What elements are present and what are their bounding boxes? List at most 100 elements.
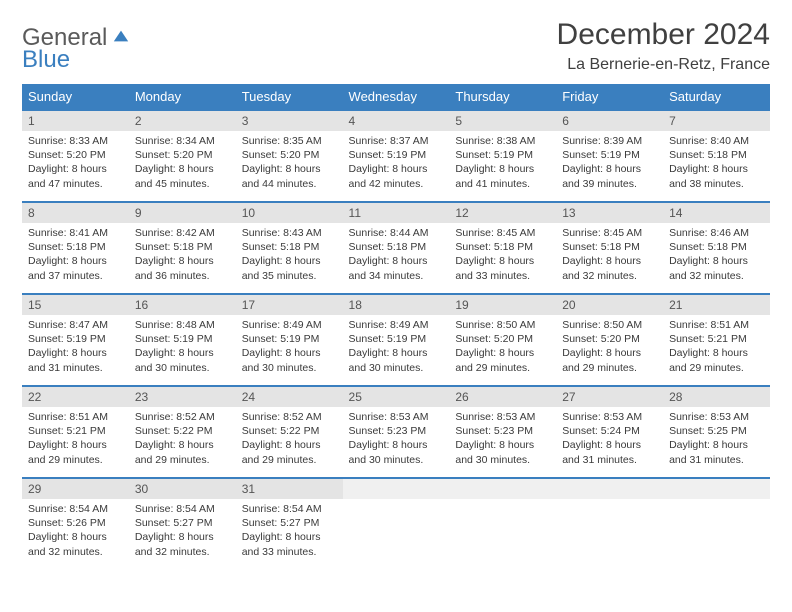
day-body: Sunrise: 8:53 AMSunset: 5:23 PMDaylight:… xyxy=(449,407,556,473)
calendar-cell: 11Sunrise: 8:44 AMSunset: 5:18 PMDayligh… xyxy=(343,202,450,294)
day-body: Sunrise: 8:38 AMSunset: 5:19 PMDaylight:… xyxy=(449,131,556,197)
calendar-cell: 18Sunrise: 8:49 AMSunset: 5:19 PMDayligh… xyxy=(343,294,450,386)
calendar-cell: 23Sunrise: 8:52 AMSunset: 5:22 PMDayligh… xyxy=(129,386,236,478)
weekday-header: Wednesday xyxy=(343,84,450,110)
day-body: Sunrise: 8:45 AMSunset: 5:18 PMDaylight:… xyxy=(556,223,663,289)
day-body: Sunrise: 8:35 AMSunset: 5:20 PMDaylight:… xyxy=(236,131,343,197)
day-number: 16 xyxy=(129,295,236,315)
day-body: Sunrise: 8:44 AMSunset: 5:18 PMDaylight:… xyxy=(343,223,450,289)
day-number: 8 xyxy=(22,203,129,223)
calendar-body: 1Sunrise: 8:33 AMSunset: 5:20 PMDaylight… xyxy=(22,110,770,570)
day-body: Sunrise: 8:50 AMSunset: 5:20 PMDaylight:… xyxy=(449,315,556,381)
calendar-cell: 17Sunrise: 8:49 AMSunset: 5:19 PMDayligh… xyxy=(236,294,343,386)
calendar-cell: 21Sunrise: 8:51 AMSunset: 5:21 PMDayligh… xyxy=(663,294,770,386)
calendar-row: 8Sunrise: 8:41 AMSunset: 5:18 PMDaylight… xyxy=(22,202,770,294)
calendar-cell: 20Sunrise: 8:50 AMSunset: 5:20 PMDayligh… xyxy=(556,294,663,386)
calendar-cell: 27Sunrise: 8:53 AMSunset: 5:24 PMDayligh… xyxy=(556,386,663,478)
weekday-header: Friday xyxy=(556,84,663,110)
calendar-cell: 28Sunrise: 8:53 AMSunset: 5:25 PMDayligh… xyxy=(663,386,770,478)
logo-blue: Blue xyxy=(22,48,130,72)
calendar-cell: 13Sunrise: 8:45 AMSunset: 5:18 PMDayligh… xyxy=(556,202,663,294)
calendar-cell: 10Sunrise: 8:43 AMSunset: 5:18 PMDayligh… xyxy=(236,202,343,294)
weekday-header: Thursday xyxy=(449,84,556,110)
logo: General Blue xyxy=(22,18,130,72)
weekday-header: Saturday xyxy=(663,84,770,110)
calendar-cell: 22Sunrise: 8:51 AMSunset: 5:21 PMDayligh… xyxy=(22,386,129,478)
day-number: 29 xyxy=(22,479,129,499)
calendar-row: 15Sunrise: 8:47 AMSunset: 5:19 PMDayligh… xyxy=(22,294,770,386)
day-body: Sunrise: 8:33 AMSunset: 5:20 PMDaylight:… xyxy=(22,131,129,197)
day-body: Sunrise: 8:52 AMSunset: 5:22 PMDaylight:… xyxy=(236,407,343,473)
location: La Bernerie-en-Retz, France xyxy=(557,56,770,74)
day-body: Sunrise: 8:34 AMSunset: 5:20 PMDaylight:… xyxy=(129,131,236,197)
day-number: 21 xyxy=(663,295,770,315)
day-number: 28 xyxy=(663,387,770,407)
day-number: 26 xyxy=(449,387,556,407)
day-number: 18 xyxy=(343,295,450,315)
day-number-empty xyxy=(343,479,450,499)
day-body: Sunrise: 8:52 AMSunset: 5:22 PMDaylight:… xyxy=(129,407,236,473)
logo-mark-icon xyxy=(112,27,130,45)
day-number: 12 xyxy=(449,203,556,223)
calendar-cell xyxy=(343,478,450,570)
calendar-cell: 2Sunrise: 8:34 AMSunset: 5:20 PMDaylight… xyxy=(129,110,236,202)
day-body: Sunrise: 8:47 AMSunset: 5:19 PMDaylight:… xyxy=(22,315,129,381)
day-number: 19 xyxy=(449,295,556,315)
day-body: Sunrise: 8:53 AMSunset: 5:24 PMDaylight:… xyxy=(556,407,663,473)
calendar-cell: 24Sunrise: 8:52 AMSunset: 5:22 PMDayligh… xyxy=(236,386,343,478)
calendar-cell xyxy=(449,478,556,570)
day-number: 10 xyxy=(236,203,343,223)
title-block: December 2024 La Bernerie-en-Retz, Franc… xyxy=(557,18,770,74)
header: General Blue December 2024 La Bernerie-e… xyxy=(22,18,770,74)
calendar-cell: 5Sunrise: 8:38 AMSunset: 5:19 PMDaylight… xyxy=(449,110,556,202)
calendar-cell: 29Sunrise: 8:54 AMSunset: 5:26 PMDayligh… xyxy=(22,478,129,570)
day-number: 17 xyxy=(236,295,343,315)
day-body: Sunrise: 8:51 AMSunset: 5:21 PMDaylight:… xyxy=(22,407,129,473)
calendar-cell: 31Sunrise: 8:54 AMSunset: 5:27 PMDayligh… xyxy=(236,478,343,570)
day-number-empty xyxy=(663,479,770,499)
day-body: Sunrise: 8:53 AMSunset: 5:23 PMDaylight:… xyxy=(343,407,450,473)
day-number-empty xyxy=(449,479,556,499)
calendar-table: SundayMondayTuesdayWednesdayThursdayFrid… xyxy=(22,84,770,570)
calendar-cell: 1Sunrise: 8:33 AMSunset: 5:20 PMDaylight… xyxy=(22,110,129,202)
day-body: Sunrise: 8:37 AMSunset: 5:19 PMDaylight:… xyxy=(343,131,450,197)
day-body: Sunrise: 8:54 AMSunset: 5:27 PMDaylight:… xyxy=(129,499,236,565)
day-body: Sunrise: 8:50 AMSunset: 5:20 PMDaylight:… xyxy=(556,315,663,381)
day-body: Sunrise: 8:54 AMSunset: 5:27 PMDaylight:… xyxy=(236,499,343,565)
calendar-cell: 7Sunrise: 8:40 AMSunset: 5:18 PMDaylight… xyxy=(663,110,770,202)
weekday-header: Monday xyxy=(129,84,236,110)
month-title: December 2024 xyxy=(557,18,770,52)
logo-text: General Blue xyxy=(22,26,130,72)
calendar-cell: 12Sunrise: 8:45 AMSunset: 5:18 PMDayligh… xyxy=(449,202,556,294)
calendar-row: 29Sunrise: 8:54 AMSunset: 5:26 PMDayligh… xyxy=(22,478,770,570)
day-body: Sunrise: 8:51 AMSunset: 5:21 PMDaylight:… xyxy=(663,315,770,381)
calendar-cell: 15Sunrise: 8:47 AMSunset: 5:19 PMDayligh… xyxy=(22,294,129,386)
calendar-cell xyxy=(663,478,770,570)
day-number: 2 xyxy=(129,111,236,131)
day-number: 6 xyxy=(556,111,663,131)
calendar-cell: 26Sunrise: 8:53 AMSunset: 5:23 PMDayligh… xyxy=(449,386,556,478)
weekday-header: Sunday xyxy=(22,84,129,110)
day-number: 7 xyxy=(663,111,770,131)
day-number: 27 xyxy=(556,387,663,407)
day-body: Sunrise: 8:53 AMSunset: 5:25 PMDaylight:… xyxy=(663,407,770,473)
day-body: Sunrise: 8:49 AMSunset: 5:19 PMDaylight:… xyxy=(343,315,450,381)
calendar-cell: 16Sunrise: 8:48 AMSunset: 5:19 PMDayligh… xyxy=(129,294,236,386)
day-body: Sunrise: 8:54 AMSunset: 5:26 PMDaylight:… xyxy=(22,499,129,565)
day-number-empty xyxy=(556,479,663,499)
day-number: 5 xyxy=(449,111,556,131)
calendar-cell: 30Sunrise: 8:54 AMSunset: 5:27 PMDayligh… xyxy=(129,478,236,570)
day-body: Sunrise: 8:48 AMSunset: 5:19 PMDaylight:… xyxy=(129,315,236,381)
day-body: Sunrise: 8:39 AMSunset: 5:19 PMDaylight:… xyxy=(556,131,663,197)
calendar-row: 22Sunrise: 8:51 AMSunset: 5:21 PMDayligh… xyxy=(22,386,770,478)
weekday-header: Tuesday xyxy=(236,84,343,110)
day-body: Sunrise: 8:43 AMSunset: 5:18 PMDaylight:… xyxy=(236,223,343,289)
day-number: 11 xyxy=(343,203,450,223)
day-number: 30 xyxy=(129,479,236,499)
day-number: 1 xyxy=(22,111,129,131)
day-number: 13 xyxy=(556,203,663,223)
day-number: 14 xyxy=(663,203,770,223)
calendar-head: SundayMondayTuesdayWednesdayThursdayFrid… xyxy=(22,84,770,110)
day-body: Sunrise: 8:46 AMSunset: 5:18 PMDaylight:… xyxy=(663,223,770,289)
day-number: 22 xyxy=(22,387,129,407)
